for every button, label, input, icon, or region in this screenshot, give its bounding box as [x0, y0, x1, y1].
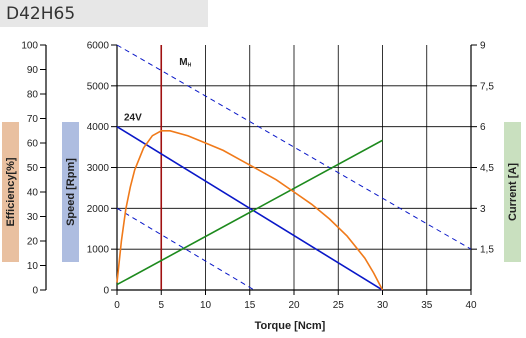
torque-tick-label: 0: [114, 300, 120, 311]
efficiency-tick-label: 20: [27, 237, 39, 248]
speed-tick-label: 1000: [87, 245, 110, 256]
speed-tick-label: 2000: [87, 204, 110, 215]
efficiency-tick-label: 50: [27, 163, 39, 174]
current-tick-label: 3: [480, 204, 486, 215]
speed-tick-label: 4000: [87, 122, 110, 133]
speed-tick-label: 0: [103, 286, 109, 297]
torque-tick-label: 5: [158, 300, 164, 311]
chart-title-bar: D42H65: [0, 0, 208, 27]
efficiency-tick-label: 10: [27, 261, 39, 272]
torque-tick-label: 20: [288, 300, 300, 311]
torque-tick-label: 15: [244, 300, 256, 311]
current-axis-title: Current [A]: [507, 163, 519, 221]
voltage-label: 24V: [124, 113, 142, 124]
speed-tick-label: 3000: [87, 163, 110, 174]
torque-tick-label: 40: [465, 300, 477, 311]
chart-title: D42H65: [6, 4, 76, 24]
torque-tick-label: 35: [421, 300, 433, 311]
current-tick-label: 9: [480, 41, 486, 52]
current-tick-label: 4,5: [480, 163, 494, 174]
current-tick-label: 7,5: [480, 81, 494, 92]
current-line: [116, 139, 383, 286]
current-tick-label: 6: [480, 122, 486, 133]
speed-tick-label: 6000: [87, 41, 110, 52]
efficiency-tick-label: 80: [27, 90, 39, 101]
efficiency-tick-label: 40: [27, 188, 39, 199]
efficiency-axis-title: Efficiency[%]: [5, 157, 17, 226]
speed-tick-label: 5000: [87, 81, 110, 92]
torque-tick-label: 30: [377, 300, 389, 311]
current-axis-box: [504, 122, 521, 262]
efficiency-tick-label: 90: [27, 65, 39, 76]
efficiency-tick-label: 30: [27, 212, 39, 223]
efficiency-axis-box: [2, 122, 19, 262]
current-tick-label: 1,5: [480, 245, 494, 256]
efficiency-tick-label: 70: [27, 114, 39, 125]
speed-axis-box: [62, 122, 79, 262]
efficiency-curve: [116, 130, 384, 291]
mh-label: MH: [179, 57, 191, 69]
speed-axis-title: Speed [Rpm]: [65, 158, 77, 226]
efficiency-tick-label: 100: [21, 41, 38, 52]
efficiency-tick-label: 0: [32, 286, 38, 297]
speed-line: [116, 126, 383, 291]
efficiency-tick-label: 60: [27, 139, 39, 150]
torque-tick-label: 10: [200, 300, 212, 311]
torque-tick-label: 25: [333, 300, 345, 311]
torque-axis-title: Torque [Ncm]: [255, 320, 326, 332]
